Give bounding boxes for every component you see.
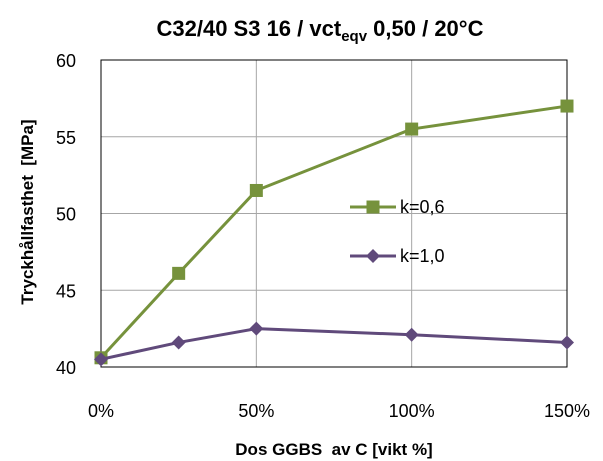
data-point [172, 266, 186, 280]
chart-title: C32/40 S3 16 / vcteqv 0,50 / 20°C [157, 16, 484, 45]
chart-title-subscript: eqv [341, 28, 368, 45]
grid [100, 59, 568, 368]
x-axis-label: Dos GGBS av C [vikt %] [235, 440, 432, 459]
y-axis-ticks: 40 45 50 55 60 [56, 51, 76, 378]
data-point [405, 122, 419, 136]
x-axis-ticks: 0% 50% 100% 150% [88, 401, 590, 421]
x-tick-label: 0% [88, 401, 114, 421]
legend-marker [366, 200, 380, 214]
legend: k=0,6 k=1,0 [350, 197, 445, 266]
y-tick-label: 60 [56, 51, 76, 71]
series [94, 99, 574, 367]
y-tick-label: 50 [56, 205, 76, 225]
plot-area [100, 59, 568, 368]
series-0 [94, 99, 574, 365]
y-tick-label: 45 [56, 281, 76, 301]
series-line [100, 327, 568, 361]
chart-title-main: C32/40 S3 16 / vct [157, 16, 342, 41]
data-point [404, 327, 419, 342]
series-line [99, 104, 568, 359]
data-point [171, 335, 186, 350]
legend-label: k=1,0 [400, 246, 445, 266]
x-tick-label: 100% [389, 401, 435, 421]
data-point [560, 99, 574, 113]
series-1 [94, 321, 574, 367]
x-tick-label: 50% [238, 401, 274, 421]
data-point [249, 183, 263, 197]
data-point [560, 335, 574, 350]
legend-marker [366, 249, 380, 263]
legend-item-1: k=1,0 [350, 246, 445, 266]
data-point [94, 352, 108, 367]
legend-item-0: k=0,6 [350, 197, 445, 217]
x-tick-label: 150% [544, 401, 590, 421]
legend-label: k=0,6 [400, 197, 445, 217]
data-point [249, 321, 264, 336]
chart-title-suffix: 0,50 / 20°C [367, 16, 484, 41]
y-axis-label: Tryckhållfasthet [MPa] [18, 119, 37, 304]
y-tick-label: 55 [56, 128, 76, 148]
y-tick-label: 40 [56, 358, 76, 378]
